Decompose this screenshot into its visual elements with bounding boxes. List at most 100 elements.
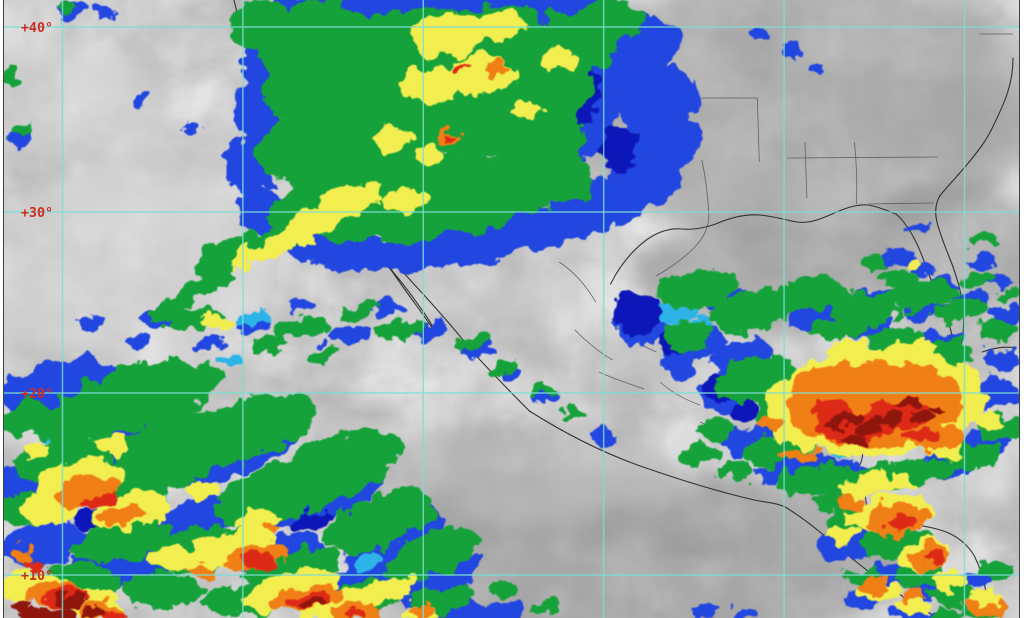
- convection-blob: [305, 347, 337, 363]
- convection-blob: [514, 100, 545, 120]
- convection-blob: [823, 526, 860, 544]
- convection-blob: [879, 269, 923, 287]
- gray-cloud-patch: [390, 267, 569, 323]
- convection-blob: [896, 597, 926, 613]
- convection-blob: [844, 434, 869, 446]
- convection-blob: [730, 403, 755, 421]
- state-border-path: [787, 156, 938, 159]
- convection-blob: [214, 455, 349, 525]
- convection-blob: [383, 527, 477, 583]
- convection-blob: [524, 155, 594, 205]
- convection-blob: [11, 125, 32, 141]
- convection-blob: [451, 66, 463, 74]
- gray-cloud-patch: [395, 437, 515, 473]
- convection-blob: [86, 606, 111, 618]
- convection-blob: [220, 354, 244, 366]
- convection-blob: [927, 404, 944, 412]
- convection-blob: [922, 284, 959, 300]
- convection-blob: [246, 553, 278, 571]
- state-border-path: [598, 371, 645, 390]
- convection-blob: [80, 490, 116, 510]
- latitude-label: +30°: [21, 206, 53, 221]
- latitude-label: +20°: [21, 387, 53, 402]
- convection-blob: [123, 334, 152, 346]
- convection-blob: [370, 128, 411, 152]
- convection-blob: [228, 246, 266, 270]
- convection-blob: [658, 270, 738, 310]
- convection-blob: [964, 272, 997, 288]
- convection-blob: [25, 560, 42, 570]
- coastline-path: [935, 195, 965, 365]
- convection-blob: [906, 257, 922, 267]
- convection-blob: [772, 278, 852, 312]
- convection-blob: [90, 436, 126, 454]
- convection-blob: [600, 126, 637, 174]
- convection-blob: [184, 481, 221, 499]
- convection-blob: [854, 421, 883, 435]
- convection-blob: [891, 340, 941, 360]
- convection-blob: [573, 0, 644, 42]
- convection-blob: [343, 301, 379, 319]
- convection-blob: [614, 293, 663, 333]
- convection-blob: [978, 318, 1019, 342]
- convection-blob: [58, 2, 79, 14]
- convection-blob: [74, 518, 172, 562]
- convection-blob: [825, 420, 844, 430]
- graticule-layer: [4, 0, 1019, 618]
- convection-blob: [81, 319, 106, 331]
- convection-blob: [289, 299, 314, 311]
- convection-blob: [832, 407, 865, 425]
- convection-blob: [4, 68, 21, 82]
- convection-blob: [829, 343, 874, 361]
- convection-blob: [753, 418, 782, 432]
- convection-blob: [22, 442, 55, 458]
- state-border-path: [656, 159, 710, 277]
- convection-blob: [777, 465, 857, 495]
- convection-blob: [876, 413, 903, 427]
- convection-blob: [697, 418, 738, 442]
- convection-blob: [454, 336, 486, 354]
- gray-cloud-patch: [53, 50, 143, 100]
- convection-blob: [282, 209, 340, 241]
- convection-blob: [932, 571, 969, 589]
- convection-blob: [18, 610, 79, 618]
- convection-blob: [183, 122, 202, 134]
- convection-blob: [660, 353, 696, 377]
- convection-blob: [152, 292, 193, 318]
- convection-blob: [903, 427, 939, 443]
- convection-blob: [932, 297, 989, 323]
- convection-blob: [376, 301, 405, 315]
- convection-group-darkred: [11, 398, 944, 618]
- convection-blob: [357, 552, 385, 568]
- convection-blob: [913, 411, 934, 421]
- convection-blob: [998, 288, 1019, 302]
- satellite-map-canvas: +40° +30° +20° +10°: [4, 0, 1019, 618]
- convection-blob: [410, 12, 490, 58]
- convection-blob: [966, 255, 995, 269]
- convection-blob: [101, 503, 145, 527]
- convection-blob: [853, 576, 890, 594]
- convection-blob: [562, 405, 586, 419]
- convection-blob: [380, 187, 430, 213]
- convection-blob: [122, 574, 203, 606]
- convection-blob: [491, 360, 519, 376]
- convection-blob: [812, 63, 831, 73]
- convection-blob: [444, 133, 455, 139]
- convection-blob: [750, 28, 775, 42]
- convection-blob: [188, 563, 217, 577]
- convection-blob: [477, 603, 522, 618]
- convection-blob: [899, 588, 923, 602]
- convection-blob: [324, 487, 437, 553]
- convection-blob: [290, 508, 333, 532]
- convection-blob: [474, 10, 525, 40]
- state-border-path: [804, 141, 808, 199]
- convection-blob: [806, 318, 867, 342]
- convection-blob: [777, 447, 817, 463]
- convection-blob: [94, 5, 117, 19]
- convection-blob: [365, 231, 465, 273]
- satellite-map: +40° +30° +20° +10°: [3, 0, 1020, 618]
- convection-blob: [440, 195, 519, 235]
- convection-blob: [94, 442, 212, 498]
- convection-blob: [792, 365, 842, 395]
- convection-blob: [684, 445, 721, 465]
